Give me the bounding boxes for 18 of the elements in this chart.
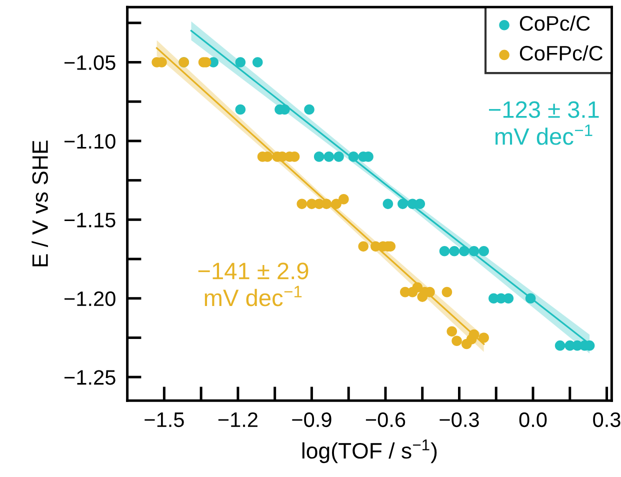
y-tick-label: −1.20 [64,291,116,306]
y-tick-label: −1.15 [64,212,116,228]
legend-label: CoPc/C [520,15,590,31]
x-tick-label: −0.6 [366,412,406,428]
x-tick-label: −1.2 [218,412,258,427]
x-tick-label: −0.9 [292,412,332,428]
x-axis-title: log(TOF / s$^{−1}$) [302,440,437,464]
legend-label: CoFPc/C [520,45,603,61]
x-tick-label: −0.3 [440,412,479,428]
x-tick-label: 0.3 [593,412,620,428]
y-tick-label: −1.05 [64,55,116,70]
annotation: −141 ± 2.9 mV dec$^{−1}$ [198,262,308,306]
y-tick-label: −1.10 [64,134,116,149]
x-tick-label: −1.5 [144,412,184,428]
annotation: −123 ± 3.1 mV dec$^{−1}$ [489,101,599,145]
x-tick-label: 0.0 [519,412,547,428]
y-axis-title: E / V vs SHE [32,140,48,266]
y-tick-label: −1.25 [64,370,116,385]
